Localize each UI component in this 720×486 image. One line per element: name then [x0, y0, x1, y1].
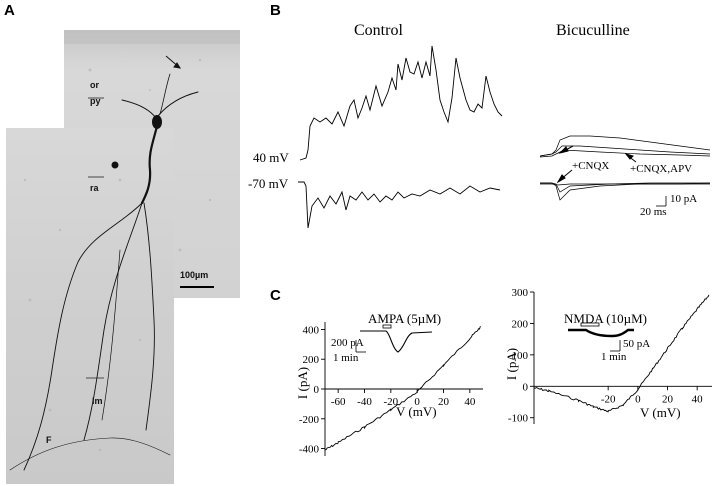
bicuculline-scale-bar [656, 196, 667, 207]
scale-bar-label: 100µm [180, 270, 209, 280]
ampa-y-tick-label: -400 [299, 444, 320, 456]
layer-label-ra: ra [90, 183, 99, 193]
micrograph-lower-tile [6, 128, 174, 484]
ampa-x-tick-label: -60 [331, 396, 346, 408]
control-trace-neg70mv [298, 181, 501, 229]
ampa-x-tick-label: 20 [438, 396, 450, 408]
holding-pos-label: 40 mV [253, 150, 289, 165]
nmda-x-tick-label: 40 [692, 393, 704, 405]
ampa-x-tick-label: -40 [357, 396, 372, 408]
ampa-y-tick-label: -200 [299, 414, 320, 426]
ampa-x-tick-label: 40 [464, 396, 476, 408]
nmda-inset-scale-bar [610, 340, 621, 352]
arrow-icon [165, 55, 181, 69]
ampa-y-tick-label: 200 [303, 354, 320, 366]
panel-b-letter: B [270, 2, 281, 19]
ampa-inset-scale-bar [355, 340, 366, 353]
holding-neg-label: -70 mV [248, 176, 289, 191]
nmda-ylabel: I (pA) [504, 347, 520, 381]
bicuculline-title: Bicuculline [556, 22, 630, 39]
nmda-y-tick-label: 200 [512, 318, 529, 330]
control-trace-40mv [299, 45, 503, 161]
scale-time-label: 20 ms [640, 206, 667, 218]
nmda-inset-scale-time: 1 min [601, 351, 627, 363]
nmda-inset-scale-current: 50 pA [623, 338, 651, 350]
nmda-y-tick-label: 0 [523, 381, 529, 393]
control-title: Control [354, 22, 403, 39]
nmda-y-tick-label: 100 [512, 350, 529, 362]
nmda-y-tick-label: -100 [508, 413, 529, 425]
ampa-inset-trace [360, 324, 433, 353]
nmda-xlabel: V (mV) [640, 405, 681, 420]
layer-label-f: F [46, 435, 52, 445]
ampa-y-tick-label: 400 [303, 324, 320, 336]
ampa-x-tick-label: 0 [414, 396, 420, 408]
nmda-y-tick-label: 300 [512, 287, 529, 299]
ampa-inset-scale-time: 1 min [333, 352, 359, 364]
ampa-x-tick-label: -20 [383, 396, 398, 408]
panel-a-letter: A [4, 2, 15, 19]
ampa-inset-scale-current: 200 pA [331, 337, 364, 349]
nmda-x-tick-label: 20 [662, 393, 674, 405]
nmda-inset-label: NMDA (10µM) [564, 311, 647, 326]
annot-cnqx-apv: +CNQX,APV [630, 163, 693, 175]
layer-label-or: or [90, 80, 99, 90]
nmda-x-tick-label: -20 [601, 393, 616, 405]
neuron-soma [152, 115, 162, 129]
annot-cnqx: +CNQX [572, 160, 610, 172]
nmda-iv-curve [533, 294, 710, 413]
nmda-inset-trace [568, 322, 634, 338]
nmda-x-tick-label: 0 [635, 393, 641, 405]
layer-label-lm: lm [92, 396, 103, 406]
scale-current-label: 10 pA [670, 193, 698, 205]
layer-label-py: py [90, 96, 101, 106]
annotation-arrow-icon [556, 145, 637, 184]
ampa-iv-curve [324, 325, 481, 451]
panel-c-letter: C [270, 287, 281, 304]
ampa-inset-label: AMPA (5µM) [368, 311, 442, 326]
ampa-xlabel: V (mV) [396, 404, 437, 419]
ampa-y-tick-label: 0 [314, 384, 320, 396]
